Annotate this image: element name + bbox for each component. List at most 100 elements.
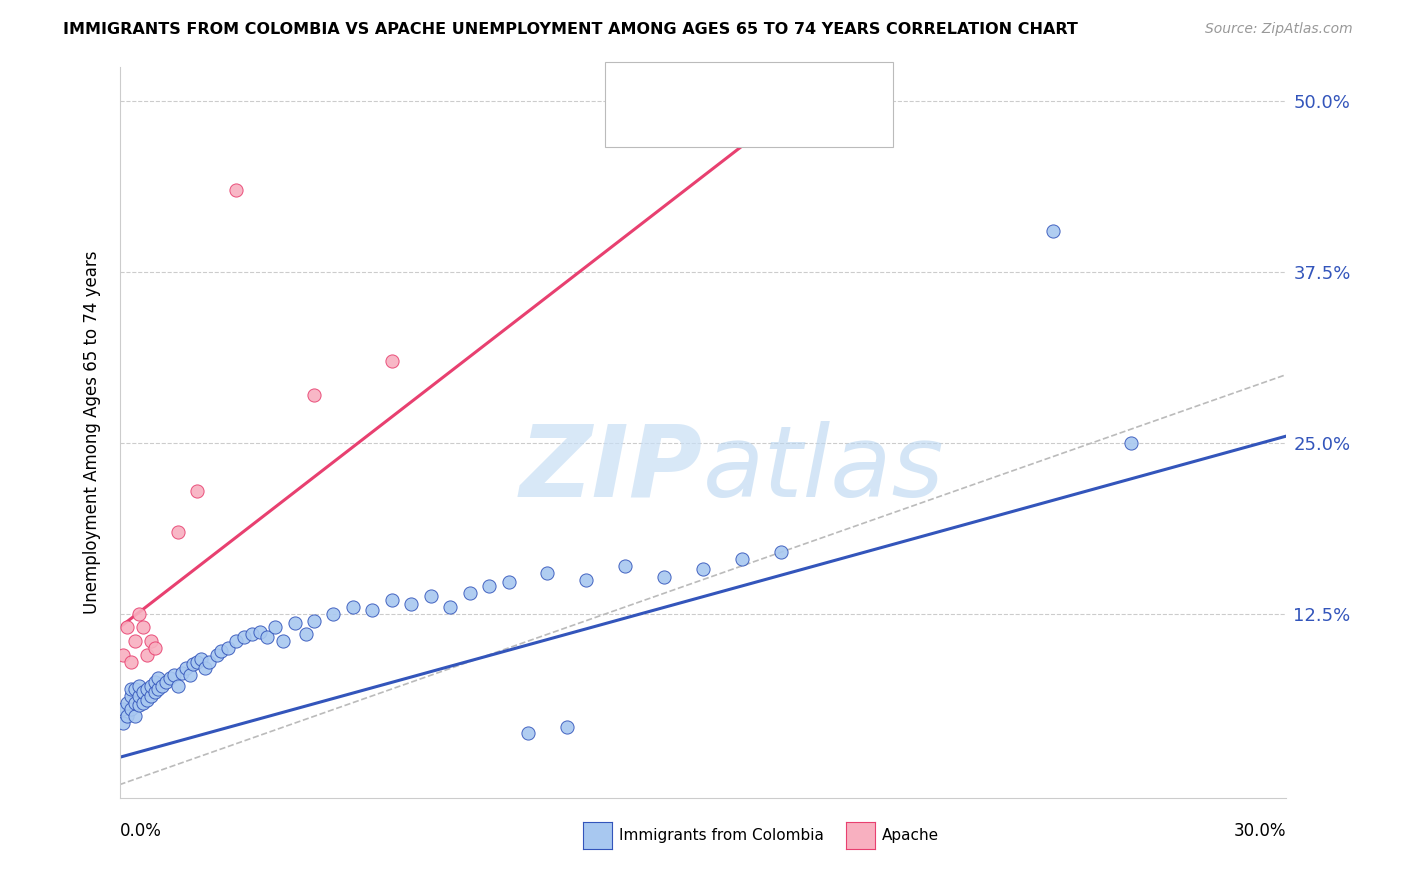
Point [174,661,197,675]
Point [458,586,481,600]
Point [652,570,675,584]
Point [120,689,142,703]
Text: Source: ZipAtlas.com: Source: ZipAtlas.com [1205,22,1353,37]
Point [135,693,157,707]
Point [217,640,239,655]
Point [163,668,186,682]
Text: N =: N = [759,85,807,103]
Point [112,716,135,731]
Point [233,630,256,644]
Point [112,702,135,716]
Point [186,655,208,669]
Text: 30.0%: 30.0% [1234,822,1286,840]
Point [555,720,578,734]
Point [139,634,162,648]
Point [225,634,247,648]
Point [112,648,135,662]
Point [132,684,155,698]
Point [419,589,441,603]
Text: 70: 70 [808,85,831,103]
Text: ZIP: ZIP [520,421,703,517]
Point [139,679,162,693]
Point [536,566,558,580]
Text: R =: R = [668,113,704,131]
Text: 0.653: 0.653 [707,85,759,103]
Point [264,620,287,634]
Point [342,599,364,614]
Point [170,665,193,680]
Point [256,630,278,644]
Text: N =: N = [759,113,807,131]
Point [143,684,166,698]
Point [1119,435,1142,450]
Text: 13: 13 [808,113,831,131]
Point [194,661,217,675]
Text: Immigrants from Colombia: Immigrants from Colombia [619,829,824,843]
Point [128,698,150,713]
Point [302,614,325,628]
Point [225,183,247,197]
Point [120,655,142,669]
Text: 0.0%: 0.0% [120,822,162,840]
Point [190,652,212,666]
Point [128,689,150,703]
Point [124,709,146,723]
Point [159,671,181,685]
Point [439,599,461,614]
Point [731,552,754,566]
Point [575,573,598,587]
Point [155,675,177,690]
Point [132,696,155,710]
Point [692,562,714,576]
Text: R =: R = [668,85,704,103]
Point [143,640,166,655]
Text: atlas: atlas [703,421,945,517]
Point [478,579,501,593]
Point [381,593,404,607]
Point [295,627,318,641]
Text: IMMIGRANTS FROM COLOMBIA VS APACHE UNEMPLOYMENT AMONG AGES 65 TO 74 YEARS CORREL: IMMIGRANTS FROM COLOMBIA VS APACHE UNEMP… [63,22,1078,37]
Point [143,675,166,690]
Point [117,709,139,723]
Point [166,524,188,539]
Text: 0.564: 0.564 [707,113,759,131]
Point [284,616,307,631]
Point [769,545,792,559]
Point [139,689,162,703]
Point [249,624,271,639]
Text: Apache: Apache [882,829,939,843]
Point [271,634,294,648]
Point [117,696,139,710]
Point [135,648,157,662]
Point [135,681,157,696]
Point [128,607,150,621]
Point [498,575,520,590]
Point [183,657,205,672]
Point [240,627,263,641]
Point [1042,224,1064,238]
Point [302,388,325,402]
Point [186,483,208,498]
Point [166,679,188,693]
Point [124,634,146,648]
Point [361,602,384,616]
Point [198,655,221,669]
Point [209,643,232,657]
Y-axis label: Unemployment Among Ages 65 to 74 years: Unemployment Among Ages 65 to 74 years [83,251,101,615]
Point [614,558,637,573]
Point [120,681,142,696]
Point [124,696,146,710]
Point [128,679,150,693]
Point [120,702,142,716]
Point [322,607,344,621]
Point [517,725,540,739]
Point [132,620,155,634]
Point [117,620,139,634]
Point [150,679,173,693]
Point [148,681,170,696]
Point [179,668,201,682]
Point [124,681,146,696]
Point [401,597,423,611]
Point [205,648,228,662]
Point [148,671,170,685]
